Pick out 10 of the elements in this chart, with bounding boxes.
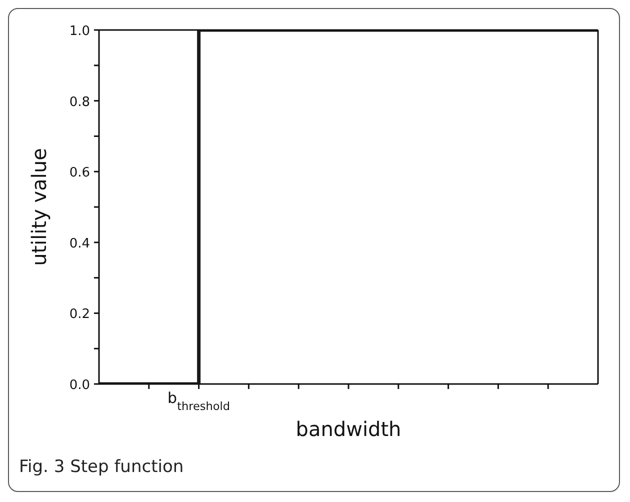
y-tick-label: 0.0 <box>69 378 90 393</box>
text: b$_{threshold}$ <box>168 389 230 412</box>
y-tick-label: 0.4 <box>69 236 90 252</box>
y-axis-title: utility value <box>27 148 52 266</box>
x-axis-title: bandwidth <box>296 417 402 441</box>
y-tick-label: 0.6 <box>69 166 90 181</box>
y-tick-label: 0.8 <box>69 94 90 110</box>
y-tick-label: 0.2 <box>69 307 90 322</box>
caption: Fig. 3 Step function <box>19 457 184 477</box>
y-tick-label: 1.0 <box>69 24 90 39</box>
